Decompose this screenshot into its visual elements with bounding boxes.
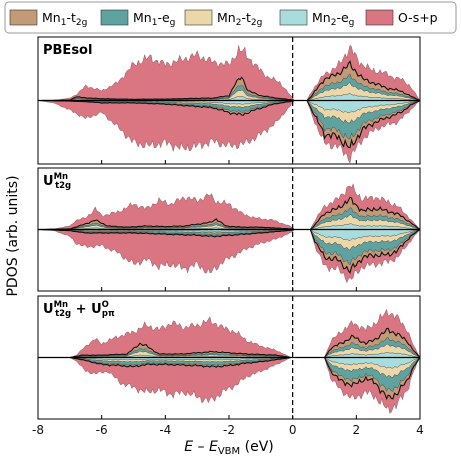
legend-entry-Mn1-eg: Mn1-eg — [100, 9, 175, 28]
x-axis-label: E – EVBM (eV) — [184, 439, 274, 457]
legend: Mn1-t2g Mn1-eg Mn2-t2g Mn2-eg O-s+p — [4, 1, 457, 34]
mn-total-line-spin-dn — [38, 356, 420, 401]
x-axis-ticks: -8 -6 -4 -2 0 2 4 — [32, 423, 424, 437]
mn-total-line-spin-up — [38, 196, 420, 231]
x-tick-label: 0 — [289, 423, 297, 437]
legend-swatch — [184, 9, 213, 26]
mn-total-line-spin-dn — [38, 228, 420, 275]
legend-label: Mn1-t2g — [42, 10, 87, 28]
panel-u_mn_o: UMn t2g + UO pπ — [37, 295, 421, 420]
x-tick-label: -2 — [223, 423, 235, 437]
legend-entry-Mn2-eg: Mn2-eg — [279, 9, 354, 28]
y-axis-label: PDOS (arb. units) — [5, 175, 21, 296]
legend-label: Mn2-t2g — [217, 10, 262, 28]
legend-label: Mn2-eg — [312, 10, 354, 28]
panel-title: UMn t2g — [43, 172, 71, 191]
legend-label: O-s+p — [398, 10, 438, 25]
panel-u_mn: UMn t2g — [37, 167, 421, 292]
mn-total-line-spin-dn — [38, 99, 420, 149]
x-tick-label: 4 — [416, 423, 424, 437]
legend-label: Mn1-eg — [133, 10, 175, 28]
panel-pbesol: PBEsol — [37, 36, 421, 165]
panel-title: PBEsol — [43, 43, 92, 58]
legend-entry-Mn1-t2g: Mn1-t2g — [9, 9, 87, 28]
legend-swatch — [100, 9, 129, 26]
mn-total-line-spin-up — [38, 327, 420, 359]
legend-entry-O-s+p: O-s+p — [365, 9, 438, 26]
panels: PBEsol UMn t2g UMn t2g + UO pπ — [37, 36, 421, 420]
x-tick-label: -4 — [159, 423, 171, 437]
mn-total-line-spin-up — [38, 60, 420, 102]
legend-entry-Mn2-t2g: Mn2-t2g — [184, 9, 262, 28]
x-tick-label: 2 — [353, 423, 361, 437]
legend-swatch — [9, 9, 38, 26]
legend-swatch — [365, 9, 394, 26]
x-tick-label: -6 — [96, 423, 108, 437]
panel-title: UMn t2g + UO pπ — [43, 300, 115, 319]
x-tick-label: -8 — [32, 423, 44, 437]
legend-swatch — [279, 9, 308, 26]
